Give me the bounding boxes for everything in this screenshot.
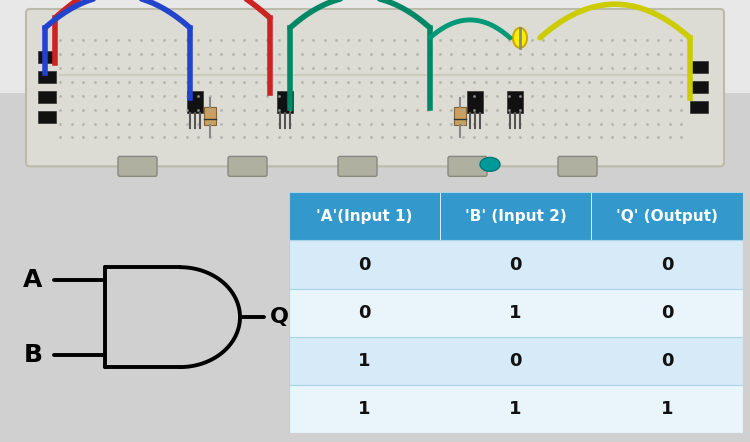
FancyBboxPatch shape — [0, 0, 750, 93]
Bar — [204, 107, 216, 125]
Text: 1: 1 — [509, 400, 522, 418]
Bar — [454, 107, 466, 125]
Text: A: A — [23, 268, 43, 292]
FancyBboxPatch shape — [26, 9, 724, 166]
Ellipse shape — [480, 157, 500, 171]
Text: 1: 1 — [661, 400, 674, 418]
FancyBboxPatch shape — [228, 156, 267, 176]
Bar — [289, 289, 742, 337]
Text: 'B' (Input 2): 'B' (Input 2) — [465, 209, 566, 224]
FancyBboxPatch shape — [558, 156, 597, 176]
FancyBboxPatch shape — [448, 156, 487, 176]
Bar — [38, 51, 56, 63]
Text: Q: Q — [269, 307, 289, 327]
Text: 0: 0 — [661, 255, 674, 274]
Text: 1: 1 — [509, 304, 522, 322]
Bar — [467, 91, 483, 113]
Bar — [38, 110, 56, 122]
Text: 'Q' (Output): 'Q' (Output) — [616, 209, 718, 224]
FancyBboxPatch shape — [338, 156, 377, 176]
Text: 0: 0 — [358, 255, 370, 274]
Bar — [187, 91, 203, 113]
Bar — [277, 91, 293, 113]
Ellipse shape — [513, 28, 527, 48]
Bar — [289, 385, 742, 433]
Text: 'A'(Input 1): 'A'(Input 1) — [316, 209, 413, 224]
Bar — [690, 61, 708, 73]
Text: 0: 0 — [661, 352, 674, 370]
FancyBboxPatch shape — [118, 156, 157, 176]
Bar — [38, 71, 56, 83]
Bar — [690, 101, 708, 113]
Bar — [440, 192, 591, 240]
Bar — [507, 91, 523, 113]
Bar — [289, 337, 742, 385]
Bar — [591, 192, 742, 240]
Bar — [289, 240, 742, 289]
Text: 1: 1 — [358, 352, 370, 370]
Bar — [38, 91, 56, 103]
Bar — [690, 81, 708, 93]
Text: 0: 0 — [509, 255, 522, 274]
Bar — [289, 192, 440, 240]
Text: 1: 1 — [358, 400, 370, 418]
Text: 0: 0 — [509, 352, 522, 370]
Text: B: B — [23, 343, 43, 366]
Text: 0: 0 — [661, 304, 674, 322]
Text: 0: 0 — [358, 304, 370, 322]
